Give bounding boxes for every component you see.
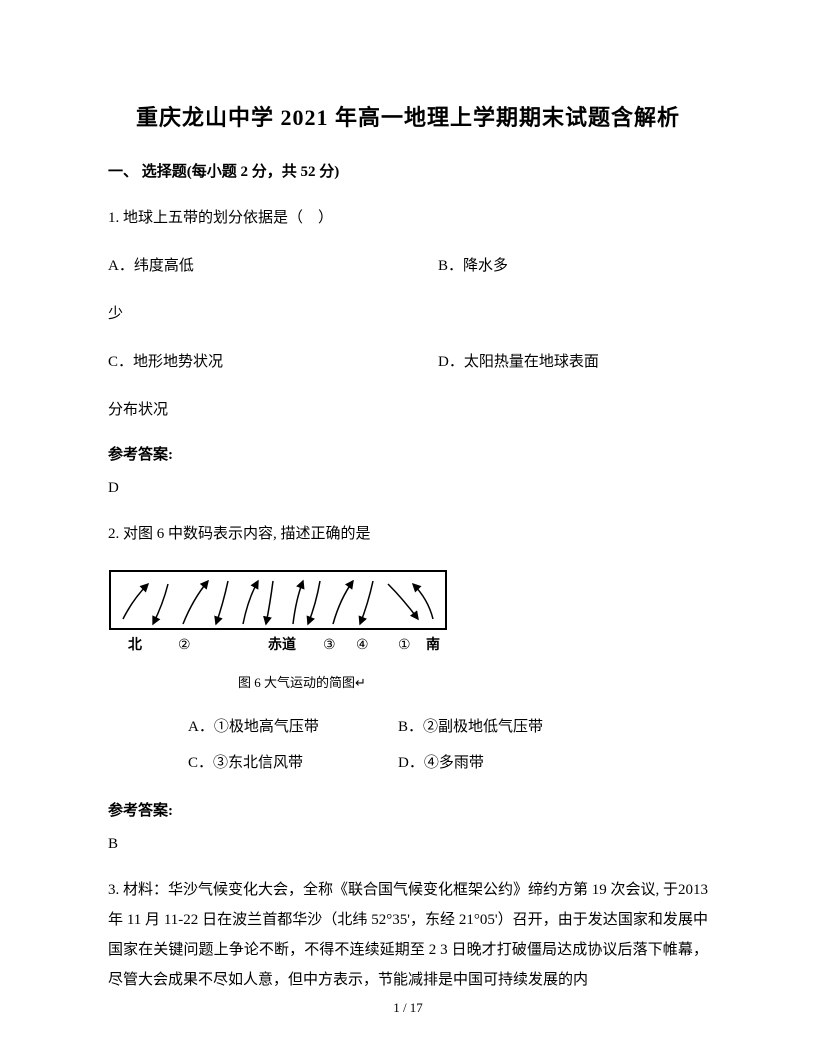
caption-text: 图 6 大气运动的简图 <box>238 675 355 690</box>
diagram-label-north: 北 <box>128 637 142 653</box>
q2-text: 2. 对图 6 中数码表示内容, 描述正确的是 <box>108 519 708 549</box>
diagram-label-1: ① <box>398 638 411 653</box>
q1-option-c: C．地形地势状况 <box>108 347 438 377</box>
q1-options-row2: C．地形地势状况 D．太阳热量在地球表面 <box>108 347 708 377</box>
diagram-label-equator: 赤道 <box>268 636 296 653</box>
return-symbol-icon: ↵ <box>355 675 366 690</box>
q1-option-a: A．纬度高低 <box>108 251 438 281</box>
diagram-label-4: ④ <box>356 638 369 653</box>
q1-options-row1: A．纬度高低 B．降水多 <box>108 251 708 281</box>
q1-option-d: D．太阳热量在地球表面 <box>438 347 708 377</box>
page-number: 1 / 17 <box>0 1000 816 1016</box>
diagram-label-south: 南 <box>426 636 440 653</box>
q1-option-d-cont: 分布状况 <box>108 395 708 425</box>
q1-option-b-cont: 少 <box>108 299 708 329</box>
section-header: 一、 选择题(每小题 2 分，共 52 分) <box>108 160 708 181</box>
q3-text: 3. 材料：华沙气候变化大会，全称《联合国气候变化框架公约》缔约方第 19 次会… <box>108 875 708 995</box>
diagram-label-3: ③ <box>323 638 336 653</box>
q1-text: 1. 地球上五带的划分依据是（ ） <box>108 203 708 233</box>
diagram-label-2: ② <box>178 638 191 653</box>
q2-diagram-caption: 图 6 大气运动的简图↵ <box>108 672 708 691</box>
q1-answer-label: 参考答案: <box>108 443 708 464</box>
q2-option-c: C．③东北信风带 <box>188 745 398 781</box>
q2-answer-label: 参考答案: <box>108 799 708 820</box>
q2-options: A．①极地高气压带 B．②副极地低气压带 C．③东北信风带 D．④多雨带 <box>188 709 708 781</box>
q1-answer: D <box>108 480 708 497</box>
q2-option-a: A．①极地高气压带 <box>188 709 398 745</box>
q2-answer: B <box>108 836 708 853</box>
q2-diagram: 北 ② 赤道 ③ ④ ① 南 <box>108 569 708 664</box>
document-title: 重庆龙山中学 2021 年高一地理上学期期末试题含解析 <box>108 100 708 132</box>
q1-option-b: B．降水多 <box>438 251 708 281</box>
q2-option-b: B．②副极地低气压带 <box>398 709 708 745</box>
q2-option-d: D．④多雨带 <box>398 745 708 781</box>
